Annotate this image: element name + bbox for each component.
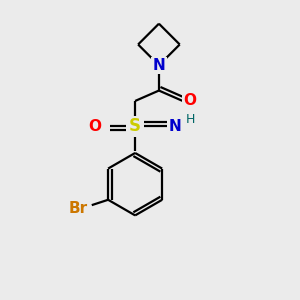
Text: O: O (88, 119, 101, 134)
Text: O: O (184, 94, 196, 109)
Text: H: H (185, 113, 195, 126)
Text: S: S (129, 117, 141, 135)
Text: N: N (152, 58, 165, 73)
Text: N: N (168, 119, 181, 134)
Text: Br: Br (68, 201, 87, 216)
